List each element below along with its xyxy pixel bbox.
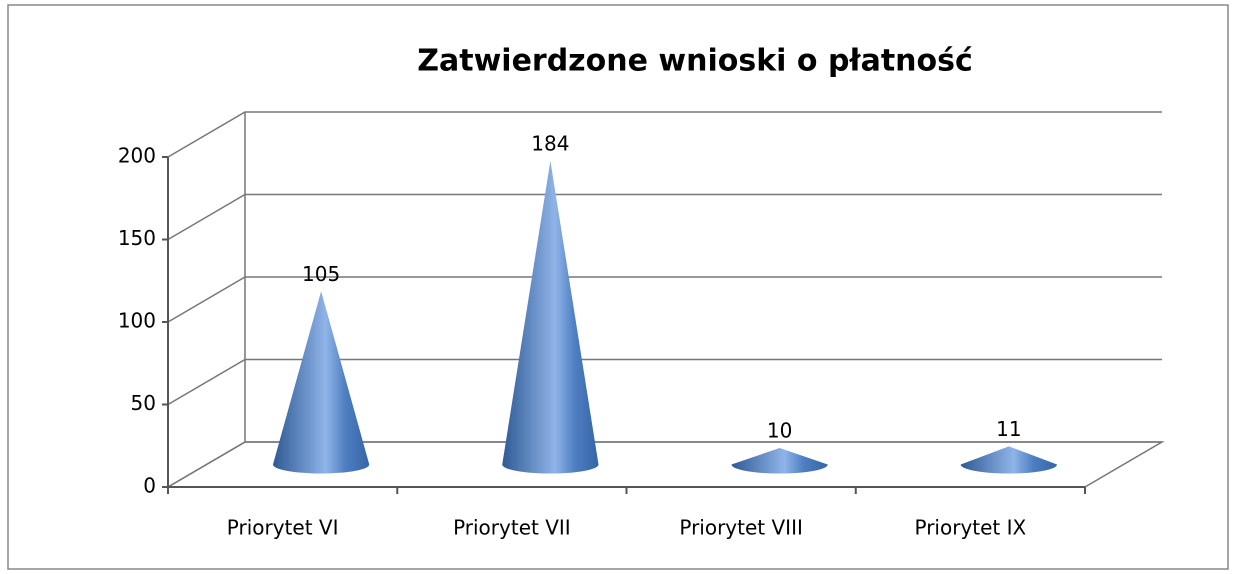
cone <box>960 446 1058 474</box>
grid-line <box>167 193 1162 241</box>
grid-line <box>167 276 1162 323</box>
y-tick-label: 50 <box>131 391 156 415</box>
data-label: 10 <box>767 419 792 443</box>
chart-title: Zatwierdzone wnioski o płatność <box>417 44 973 79</box>
grid-line <box>167 111 1162 158</box>
y-tick-label: 150 <box>118 226 156 250</box>
x-tick-label: Priorytet VIII <box>679 516 803 540</box>
y-tick-label: 200 <box>118 144 156 168</box>
cone <box>731 448 828 474</box>
data-label: 184 <box>531 131 569 155</box>
cone <box>502 160 599 474</box>
grid-line <box>167 358 1162 406</box>
x-tick-label: Priorytet IX <box>915 516 1027 540</box>
y-tick-label: 100 <box>118 309 156 333</box>
cone <box>272 291 370 474</box>
x-tick-label: Priorytet VI <box>227 516 339 540</box>
data-label: 105 <box>302 262 340 286</box>
y-tick-label: 0 <box>143 474 156 498</box>
data-label: 11 <box>996 417 1021 441</box>
chart-frame <box>7 4 1229 570</box>
floor <box>167 441 1165 488</box>
x-tick-label: Priorytet VII <box>453 516 571 540</box>
